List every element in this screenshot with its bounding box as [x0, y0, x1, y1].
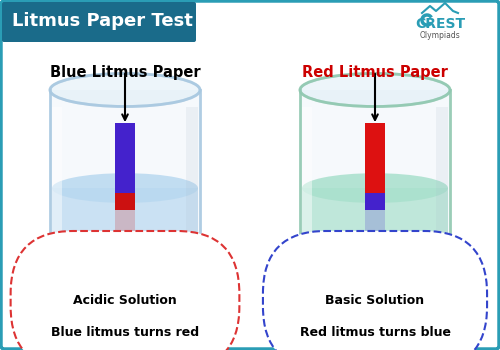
- Polygon shape: [300, 90, 450, 275]
- Polygon shape: [365, 123, 385, 193]
- Ellipse shape: [300, 74, 450, 106]
- Text: Acidic Solution: Acidic Solution: [73, 294, 177, 307]
- Text: Blue litmus turns red: Blue litmus turns red: [51, 326, 199, 338]
- Text: Blue Litmus Paper: Blue Litmus Paper: [50, 65, 201, 80]
- Polygon shape: [50, 90, 200, 275]
- Polygon shape: [365, 193, 385, 210]
- Ellipse shape: [50, 74, 200, 106]
- Ellipse shape: [300, 259, 450, 292]
- Polygon shape: [52, 188, 198, 275]
- Ellipse shape: [52, 173, 198, 203]
- Polygon shape: [436, 106, 448, 259]
- Polygon shape: [186, 106, 198, 259]
- Polygon shape: [302, 106, 312, 259]
- Ellipse shape: [302, 173, 448, 203]
- Polygon shape: [52, 106, 62, 259]
- Text: Litmus Paper Test: Litmus Paper Test: [12, 12, 193, 30]
- Polygon shape: [302, 188, 448, 275]
- Text: Basic Solution: Basic Solution: [326, 294, 424, 307]
- Text: Red litmus turns blue: Red litmus turns blue: [300, 326, 450, 338]
- Polygon shape: [115, 210, 135, 240]
- Ellipse shape: [50, 259, 200, 292]
- Polygon shape: [115, 123, 135, 193]
- Polygon shape: [365, 210, 385, 235]
- Polygon shape: [115, 193, 135, 210]
- Text: Olympiads: Olympiads: [420, 30, 461, 40]
- Text: CREST: CREST: [415, 17, 465, 31]
- FancyBboxPatch shape: [2, 2, 196, 42]
- Text: Red Litmus Paper: Red Litmus Paper: [302, 65, 448, 80]
